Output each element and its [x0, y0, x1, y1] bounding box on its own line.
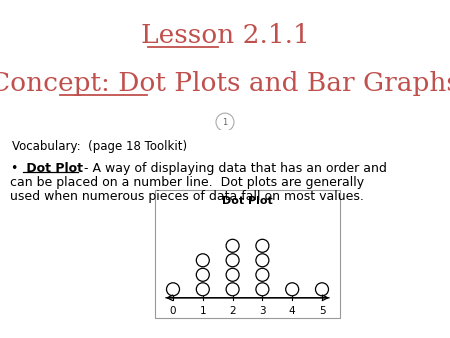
Text: Vocabulary:  (page 18 Toolkit): Vocabulary: (page 18 Toolkit)	[12, 140, 187, 153]
Text: 0: 0	[170, 306, 176, 316]
Circle shape	[216, 113, 234, 131]
Text: - A way of displaying data that has an order and: - A way of displaying data that has an o…	[80, 162, 387, 175]
Text: •: •	[10, 162, 18, 175]
Text: 2: 2	[230, 306, 236, 316]
FancyBboxPatch shape	[155, 190, 340, 318]
Text: used when numerous pieces of data fall on most values.: used when numerous pieces of data fall o…	[10, 190, 364, 203]
Text: Dot Plot: Dot Plot	[222, 196, 273, 206]
Text: Concept: Dot Plots and Bar Graphs: Concept: Dot Plots and Bar Graphs	[0, 71, 450, 96]
Text: 1: 1	[222, 118, 228, 127]
Text: Dot Plot: Dot Plot	[22, 162, 83, 175]
Text: can be placed on a number line.  Dot plots are generally: can be placed on a number line. Dot plot…	[10, 176, 364, 189]
Text: Lesson 2.1.1: Lesson 2.1.1	[140, 23, 310, 48]
Text: 1: 1	[199, 306, 206, 316]
Text: 4: 4	[289, 306, 296, 316]
Text: 5: 5	[319, 306, 325, 316]
Text: 3: 3	[259, 306, 266, 316]
